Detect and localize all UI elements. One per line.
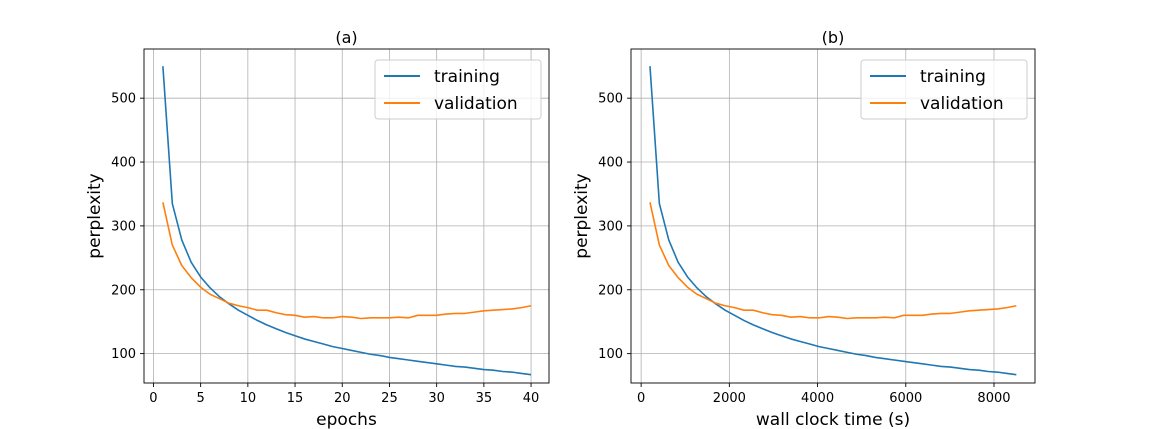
y-tick-label: 100 [111,347,136,362]
x-tick-label: 8000 [977,391,1010,406]
x-tick-label: 20 [334,391,351,406]
legend-label-validation: validation [920,94,1004,114]
axes-frame [630,48,1036,384]
x-tick-label: 35 [476,391,493,406]
axes-frame [143,48,550,384]
x-tick-label: 2000 [713,391,746,406]
y-tick-label: 300 [111,219,136,234]
x-tick-label: 25 [381,391,398,406]
y-tick-label: 400 [598,156,623,171]
y-tick-label: 500 [598,92,623,107]
y-tick-label: 200 [598,283,623,298]
x-axis-label: epochs [316,410,377,429]
x-tick-label: 6000 [889,391,922,406]
x-tick-label: 4000 [801,391,834,406]
series-line-validation [162,202,532,320]
x-axis-label: wall clock time (s) [756,410,910,429]
y-axis-label: perplexity [85,173,105,258]
y-tick-label: 500 [111,92,136,107]
x-tick-label: 15 [287,391,304,406]
x-tick-label: 30 [428,391,445,406]
chart-title: (a) [335,28,357,47]
subplot-a: 0 5 10 15 20 25 30 35 40 100 200 300 400 500 (a) epochs… [85,28,550,429]
y-tick-label: 100 [598,347,623,362]
x-tick-label: 0 [637,391,645,406]
x-tick-label: 40 [523,391,540,406]
y-tick-label: 300 [598,219,623,234]
x-tick-label: 5 [197,391,205,406]
legend-box [860,59,1028,120]
subplot-b: 0 2000 4000 6000 8000 100 200 300 400 500 (b) wall … [572,28,1036,429]
legend-label-training: training [920,67,986,87]
legend-label-validation: validation [434,94,518,114]
legend-label-training: training [434,67,500,87]
series-line-validation [649,202,1017,320]
y-axis-label: perplexity [572,173,592,258]
x-tick-label: 0 [149,391,157,406]
legend-box [374,59,542,120]
y-tick-label: 200 [111,283,136,298]
chart-title: (b) [822,28,845,47]
y-tick-label: 400 [111,156,136,171]
x-tick-label: 10 [240,391,257,406]
